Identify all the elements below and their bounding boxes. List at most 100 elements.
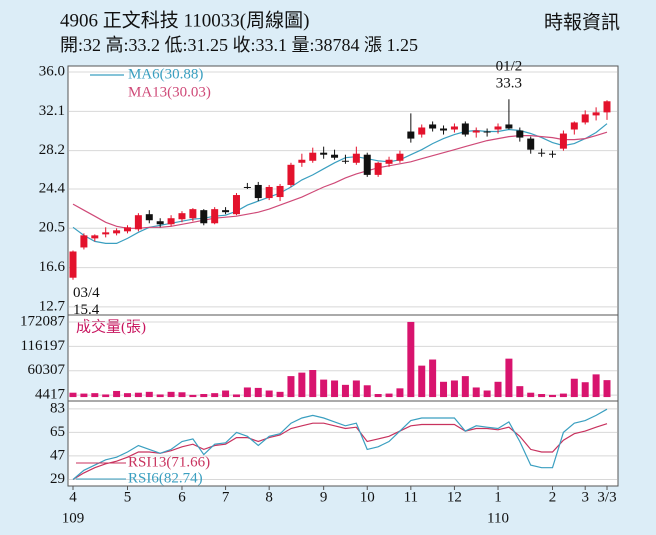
- legend-label: MA6(30.88): [128, 66, 203, 82]
- candle-body: [527, 138, 535, 150]
- volume-bar: [113, 390, 121, 398]
- candle-body: [145, 214, 153, 221]
- candle-body: [559, 133, 567, 149]
- y-tick-label: 28.2: [39, 142, 65, 158]
- candle-body: [385, 159, 393, 164]
- candle-body: [156, 221, 164, 225]
- volume-bar: [320, 379, 328, 398]
- volume-bar: [538, 394, 546, 398]
- y-tick-label: 83: [50, 400, 65, 416]
- volume-bar: [527, 392, 535, 398]
- volume-bar: [461, 376, 469, 398]
- candle-body: [505, 124, 513, 129]
- volume-bar: [429, 359, 437, 398]
- x-tick-label: 7: [222, 489, 230, 505]
- x-tick-label: 9: [320, 489, 328, 505]
- volume-bar: [123, 393, 131, 398]
- candle-body: [440, 128, 448, 131]
- x-sub-label: 109: [62, 510, 85, 526]
- volume-bar: [352, 380, 360, 398]
- y-tick-label: 116197: [21, 338, 66, 354]
- volume-bar: [200, 394, 208, 398]
- chart-subtitle: 開:32 高:33.2 低:31.25 收:33.1 量:38784 漲 1.2…: [60, 35, 418, 55]
- candle-body: [581, 114, 589, 123]
- candle-body: [276, 185, 284, 198]
- volume-bar: [232, 394, 240, 398]
- volume-bar: [494, 381, 502, 398]
- y-tick-label: 36.0: [39, 63, 65, 79]
- volume-bar: [156, 394, 164, 398]
- volume-bar: [331, 380, 339, 398]
- volume-bar: [440, 381, 448, 398]
- volume-bar: [505, 358, 513, 398]
- volume-bar: [309, 370, 317, 398]
- candle-body: [603, 101, 611, 113]
- volume-bar: [407, 321, 415, 398]
- volume-bar: [134, 392, 142, 398]
- x-tick-label: 12: [447, 489, 462, 505]
- candle-body: [570, 122, 578, 130]
- candle-body: [80, 235, 88, 248]
- line: [72, 123, 608, 244]
- volume-bar: [592, 374, 600, 398]
- volume-bar: [91, 393, 99, 398]
- candle-body: [222, 210, 230, 213]
- volume-bar: [418, 365, 426, 398]
- source: 時報資訊: [544, 11, 620, 33]
- candle-body: [331, 154, 339, 158]
- volume-bar: [363, 385, 371, 398]
- candle-body: [549, 153, 557, 155]
- candle-body: [483, 131, 491, 133]
- y-tick-label: 60307: [28, 362, 66, 378]
- y-tick-label: 20.5: [39, 220, 65, 236]
- volume-bar: [516, 386, 524, 398]
- candle-body: [265, 186, 273, 199]
- volume-bar: [189, 394, 197, 398]
- x-tick-label: 3: [581, 489, 589, 505]
- candle-body: [102, 232, 110, 235]
- candle-body: [69, 251, 77, 278]
- y-tick-label: 12.7: [39, 298, 66, 314]
- volume-bar: [396, 388, 404, 398]
- candle-body: [320, 152, 328, 155]
- x-tick-label: 11: [404, 489, 418, 505]
- candle-body: [538, 152, 546, 154]
- candle-body: [167, 218, 175, 225]
- y-tick-label: 16.6: [39, 259, 66, 275]
- candle-body: [472, 130, 480, 133]
- candle-body: [243, 186, 251, 188]
- candle-body: [494, 126, 502, 130]
- candle-body: [461, 123, 469, 135]
- candle-body: [429, 124, 437, 129]
- y-tick-label: 47: [50, 447, 66, 463]
- volume-bar: [472, 387, 480, 398]
- candle-body: [407, 131, 415, 139]
- candle-body: [287, 164, 295, 185]
- volume-bar: [581, 382, 589, 398]
- volume-bar: [483, 390, 491, 398]
- volume-bar: [243, 387, 251, 398]
- legend-label: MA13(30.03): [128, 84, 211, 100]
- x-tick-label: 3/3: [597, 489, 616, 505]
- volume-bar: [450, 380, 458, 398]
- volume-bar: [254, 387, 262, 398]
- candle-body: [200, 210, 208, 224]
- candle-body: [189, 209, 197, 219]
- annotation-value: 15.4: [73, 302, 100, 318]
- annotation-value: 33.3: [496, 76, 522, 92]
- annotation-date: 03/4: [73, 285, 100, 301]
- candle-body: [374, 162, 382, 175]
- volume-bar: [69, 392, 77, 398]
- plot-background: [67, 65, 619, 487]
- candle-body: [123, 227, 131, 232]
- volume-label: 成交量(張): [76, 317, 146, 335]
- x-sub-label: 110: [487, 510, 509, 526]
- volume-bar: [570, 378, 578, 398]
- volume-bar: [80, 393, 88, 398]
- volume-bar: [287, 376, 295, 398]
- candle-body: [516, 130, 524, 138]
- candle-body: [363, 154, 371, 175]
- candle-body: [113, 230, 121, 234]
- x-tick-label: 10: [360, 489, 375, 505]
